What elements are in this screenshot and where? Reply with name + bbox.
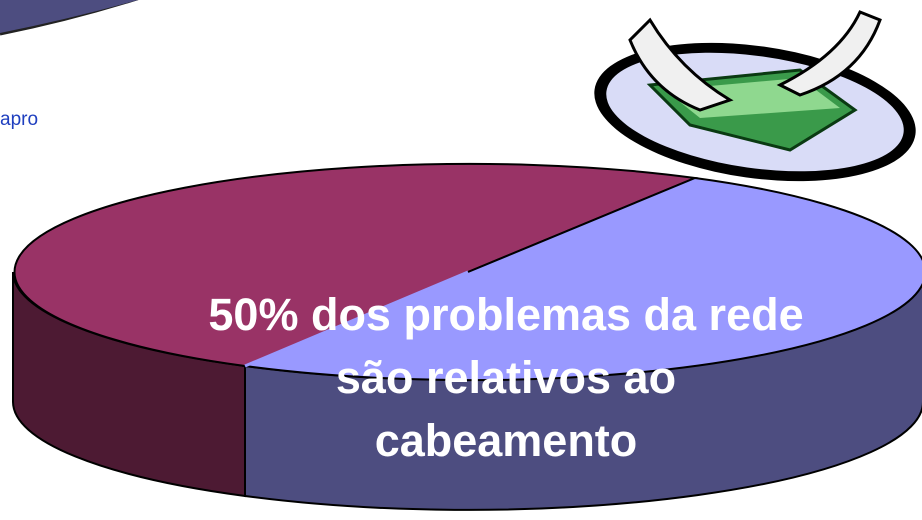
headline-line: 50% dos problemas da rede [208,289,803,340]
headline-line: cabeamento [375,415,638,466]
side-text: apro [0,109,38,130]
top-shape [0,0,138,33]
pie-slice-maroon [13,162,699,368]
pie-slice-blue [241,176,922,382]
headline-line: são relativos ao [336,352,676,403]
clipart-money [594,10,916,182]
slice-seam [244,270,469,368]
